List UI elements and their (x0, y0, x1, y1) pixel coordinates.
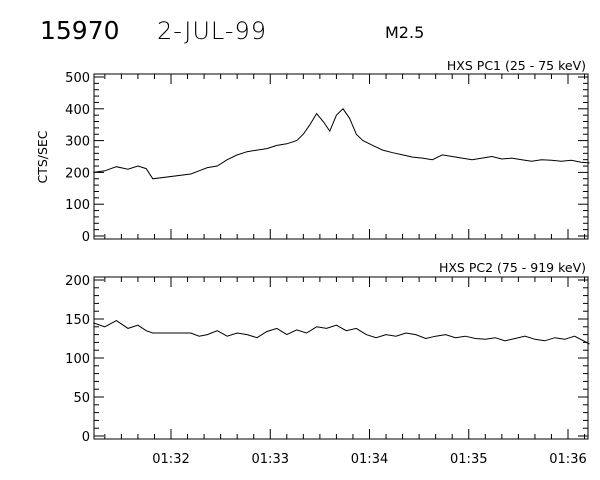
x-tick-label: 01:34 (351, 452, 388, 467)
panel-pc1-ylabel: CTS/SEC (35, 130, 50, 183)
x-tick-label: 01:35 (450, 452, 487, 467)
series-pc2-line (93, 320, 590, 345)
panel-pc1-title: HXS PC1 (25 - 75 keV) (447, 58, 586, 73)
y-tick-label: 150 (65, 313, 90, 328)
panel-pc1-frame (93, 73, 589, 240)
event-date: 2-JUL-99 (157, 17, 268, 45)
x-tick-label: 01:36 (549, 452, 586, 467)
y-tick-label: 400 (65, 103, 90, 118)
y-tick-label: 50 (73, 391, 90, 406)
event-id: 15970 (40, 16, 120, 45)
panel-pc2: HXS PC2 (75 - 919 keV) 0 50 100 150 200 01:32… (65, 260, 590, 467)
panel-pc2-axes: 0 50 100 150 200 01:32 01:33 01:34 01:35 01:36 (65, 274, 588, 467)
y-tick-label: 100 (65, 352, 90, 367)
flare-class: M2.5 (385, 23, 425, 42)
x-tick-label: 01:32 (152, 452, 189, 467)
panel-pc1-axes: 0 100 200 300 400 500 (65, 71, 588, 245)
panel-pc2-title: HXS PC2 (75 - 919 keV) (439, 260, 586, 275)
y-tick-label: 0 (82, 230, 90, 245)
y-tick-label: 100 (65, 198, 90, 213)
y-tick-label: 500 (65, 71, 90, 86)
series-pc1-line (93, 108, 590, 180)
y-tick-label: 300 (65, 135, 90, 150)
y-tick-label: 200 (65, 274, 90, 289)
x-tick-label: 01:33 (252, 452, 289, 467)
panel-pc2-frame (93, 276, 589, 440)
y-tick-label: 200 (65, 166, 90, 181)
panel-pc1: HXS PC1 (25 - 75 keV) CTS/SEC 0 100 200 300… (35, 58, 590, 245)
y-tick-label: 0 (82, 430, 90, 445)
